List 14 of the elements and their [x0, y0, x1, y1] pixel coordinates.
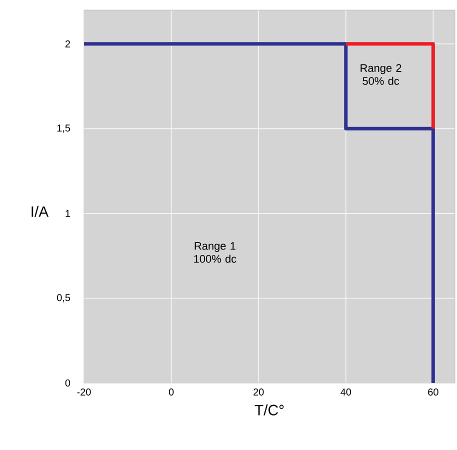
- y-tick-label: 0: [65, 379, 70, 387]
- x-tick-label: 40: [340, 388, 352, 396]
- y-tick-label: 2: [65, 40, 70, 48]
- x-tick-label: -20: [77, 388, 91, 396]
- y-tick-label: 1: [66, 210, 70, 217]
- x-axis-title: T/C°: [254, 404, 284, 416]
- annotation: Range 1 100% dc: [194, 242, 236, 263]
- x-tick-label: 60: [428, 388, 438, 396]
- y-tick-label: 0,5: [57, 294, 70, 302]
- x-tick-label: 0: [168, 388, 174, 396]
- y-axis-title: I/A: [32, 206, 49, 217]
- annotation: Range 2 50% dc: [360, 64, 402, 85]
- y-tick-label: 1,5: [57, 124, 70, 133]
- x-tick-label: 20: [254, 388, 264, 396]
